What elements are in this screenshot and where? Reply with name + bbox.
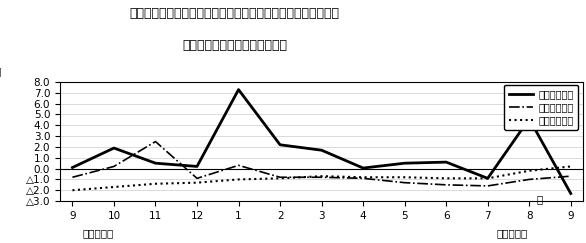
総実労働時間 — [277, 176, 284, 179]
総実労働時間 — [193, 177, 200, 180]
現金給与総額 — [442, 161, 449, 164]
総実労働時間 — [318, 176, 325, 179]
常用雇用指数 — [526, 169, 533, 172]
Line: 常用雇用指数: 常用雇用指数 — [73, 166, 571, 190]
総実労働時間 — [235, 164, 242, 167]
総実労働時間 — [152, 140, 159, 143]
現金給与総額 — [526, 117, 533, 120]
総実労働時間 — [110, 165, 117, 168]
現金給与総額 — [360, 167, 367, 170]
常用雇用指数 — [567, 165, 574, 168]
Line: 総実労働時間: 総実労働時間 — [73, 141, 571, 186]
常用雇用指数 — [360, 176, 367, 179]
常用雇用指数 — [110, 186, 117, 189]
総実労働時間 — [442, 183, 449, 186]
常用雇用指数 — [69, 189, 76, 192]
Text: 平成２０年: 平成２０年 — [496, 228, 527, 238]
常用雇用指数 — [401, 176, 408, 179]
Text: 月: 月 — [536, 194, 543, 204]
現金給与総額 — [69, 166, 76, 169]
常用雇用指数 — [442, 177, 449, 180]
現金給与総額 — [152, 162, 159, 165]
総実労働時間 — [360, 177, 367, 180]
現金給与総額 — [401, 162, 408, 165]
現金給与総額 — [484, 177, 491, 180]
総実労働時間 — [69, 176, 76, 179]
現金給与総額 — [235, 88, 242, 91]
Text: 平成１８年: 平成１８年 — [82, 228, 113, 238]
総実労働時間 — [567, 175, 574, 178]
Text: （規模５人以上　調査産業計）: （規模５人以上 調査産業計） — [182, 39, 287, 52]
常用雇用指数 — [152, 182, 159, 185]
現金給与総額 — [277, 143, 284, 146]
総実労働時間 — [526, 178, 533, 181]
Line: 現金給与総額: 現金給与総額 — [73, 90, 571, 193]
常用雇用指数 — [235, 178, 242, 181]
Text: ％: ％ — [0, 67, 1, 77]
常用雇用指数 — [318, 175, 325, 178]
現金給与総額 — [193, 165, 200, 168]
Text: 第４図　　賃金、労働時間、常用雇用指数対前年同月比の推移: 第４図 賃金、労働時間、常用雇用指数対前年同月比の推移 — [130, 7, 339, 20]
総実労働時間 — [484, 184, 491, 187]
現金給与総額 — [318, 149, 325, 152]
常用雇用指数 — [484, 177, 491, 180]
常用雇用指数 — [277, 177, 284, 180]
現金給与総額 — [110, 147, 117, 149]
Legend: 現金給与総額, 総実労働時間, 常用雇用指数: 現金給与総額, 総実労働時間, 常用雇用指数 — [504, 85, 578, 130]
常用雇用指数 — [193, 181, 200, 184]
総実労働時間 — [401, 181, 408, 184]
現金給与総額 — [567, 192, 574, 195]
